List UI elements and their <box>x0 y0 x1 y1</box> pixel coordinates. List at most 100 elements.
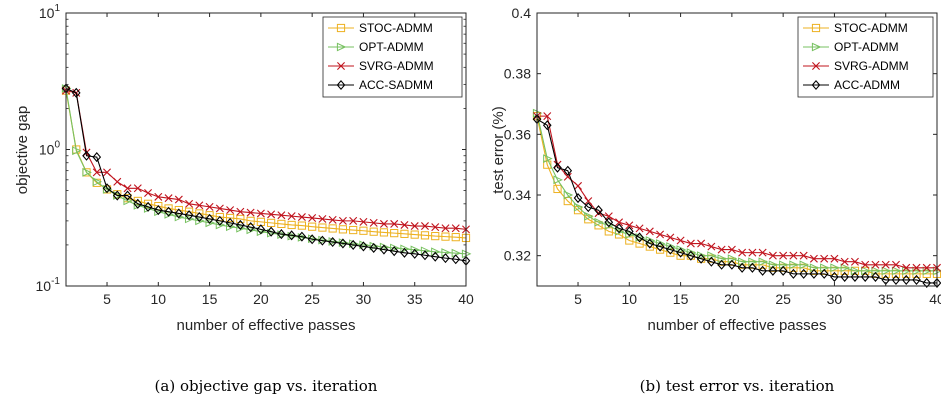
data-point-acc <box>594 205 603 216</box>
data-point-svrg <box>226 206 235 215</box>
data-point-svrg <box>215 204 224 213</box>
data-point-opt <box>881 266 892 276</box>
data-point-stoc <box>277 219 286 229</box>
data-point-svrg <box>891 260 900 269</box>
data-point-opt <box>789 260 799 270</box>
data-point-acc <box>768 265 778 276</box>
data-point-acc <box>112 190 122 201</box>
caption-a: (a) objective gap vs. iteration <box>155 377 378 395</box>
data-point-acc <box>82 150 91 161</box>
data-point-svrg <box>133 184 142 193</box>
data-point-svrg <box>574 181 583 190</box>
x-tick-label: 40 <box>929 291 941 307</box>
data-point-svrg <box>543 112 552 121</box>
data-point-acc <box>604 217 614 228</box>
y-tick-label: 100 <box>39 140 61 158</box>
legend-label-svrg: SVRG-ADMM <box>834 59 909 73</box>
data-point-stoc <box>236 214 245 224</box>
data-point-stoc <box>379 228 389 237</box>
data-point-svrg <box>338 216 347 225</box>
data-point-opt <box>666 242 676 251</box>
data-point-svrg <box>287 212 296 221</box>
data-point-svrg <box>431 223 440 232</box>
data-point-stoc <box>226 213 235 223</box>
data-point-acc <box>922 277 932 289</box>
x-tick-label: 15 <box>673 291 689 307</box>
x-tick-label: 20 <box>724 291 740 307</box>
data-point-stoc <box>451 233 460 242</box>
data-point-acc <box>542 120 552 131</box>
data-point-svrg <box>656 230 665 239</box>
data-point-acc <box>655 241 665 252</box>
data-point-acc <box>266 226 276 237</box>
x-axis-label-a: number of effective passes <box>177 317 356 334</box>
x-tick-label: 10 <box>151 291 167 307</box>
series-line-stoc <box>536 116 937 275</box>
data-point-acc <box>717 259 726 270</box>
data-point-stoc <box>349 225 358 235</box>
caption-b: (b) test error vs. iteration <box>640 377 835 395</box>
legend-marker-stoc <box>336 23 346 33</box>
series-line-acc <box>536 118 937 284</box>
data-point-acc <box>430 251 440 262</box>
data-point-svrg <box>441 224 450 233</box>
x-tick-label: 30 <box>827 291 843 307</box>
data-point-svrg <box>697 239 706 248</box>
data-point-svrg <box>328 215 337 224</box>
data-point-opt <box>614 227 625 236</box>
data-point-svrg <box>359 217 368 226</box>
legend-label-opt: OPT-ADMM <box>834 40 899 54</box>
data-point-svrg <box>625 221 634 230</box>
data-point-opt <box>390 243 400 253</box>
data-point-acc <box>338 238 348 249</box>
y-tick-label: 0.36 <box>504 126 531 142</box>
data-point-stoc <box>328 224 337 233</box>
x-tick-label: 30 <box>356 291 372 307</box>
data-point-svrg <box>748 248 757 257</box>
data-point-svrg <box>563 172 572 181</box>
legend-marker-opt <box>336 42 347 52</box>
legend-marker-opt <box>811 42 822 52</box>
data-point-opt <box>215 220 226 230</box>
data-point-acc <box>748 262 757 273</box>
data-point-acc <box>215 215 225 226</box>
data-point-acc <box>624 226 634 237</box>
data-point-acc <box>236 219 245 231</box>
data-point-opt <box>420 246 431 256</box>
data-point-svrg <box>635 224 644 233</box>
data-point-stoc <box>400 229 409 238</box>
data-point-acc <box>297 231 307 242</box>
y-axis-label-b: test error (%) <box>490 106 507 194</box>
data-point-acc <box>328 236 337 248</box>
legend-marker-acc <box>336 79 346 91</box>
data-point-stoc <box>318 223 327 232</box>
data-point-acc <box>71 87 81 98</box>
data-point-acc <box>686 250 696 261</box>
legend-box <box>797 16 934 98</box>
data-point-svrg <box>256 209 265 218</box>
y-tick-label: 0.38 <box>504 66 531 82</box>
data-point-svrg <box>451 224 460 233</box>
data-point-opt <box>584 211 594 221</box>
data-point-acc <box>563 165 573 176</box>
data-point-svrg <box>420 222 429 231</box>
legend-label-opt: OPT-ADMM <box>359 40 424 54</box>
data-point-opt <box>891 266 902 276</box>
data-point-stoc <box>287 220 296 230</box>
data-point-stoc <box>338 225 348 234</box>
y-tick-label: 0.34 <box>504 187 531 203</box>
data-point-acc <box>92 152 102 163</box>
data-point-svrg <box>861 260 870 269</box>
data-point-opt <box>830 263 840 273</box>
data-point-svrg <box>830 254 839 263</box>
data-point-stoc <box>297 221 306 230</box>
data-point-acc <box>737 262 747 273</box>
data-point-opt <box>92 177 103 187</box>
data-point-svrg <box>410 222 419 231</box>
x-tick-label: 40 <box>458 291 474 307</box>
x-tick-label: 10 <box>622 291 638 307</box>
panel-a-objective-gap: 5 10 15 20 25 30 35 40 10-1 100 101 number of effe… <box>14 3 474 395</box>
data-point-opt <box>799 260 810 270</box>
data-point-opt <box>195 216 205 226</box>
data-point-acc <box>707 256 716 267</box>
